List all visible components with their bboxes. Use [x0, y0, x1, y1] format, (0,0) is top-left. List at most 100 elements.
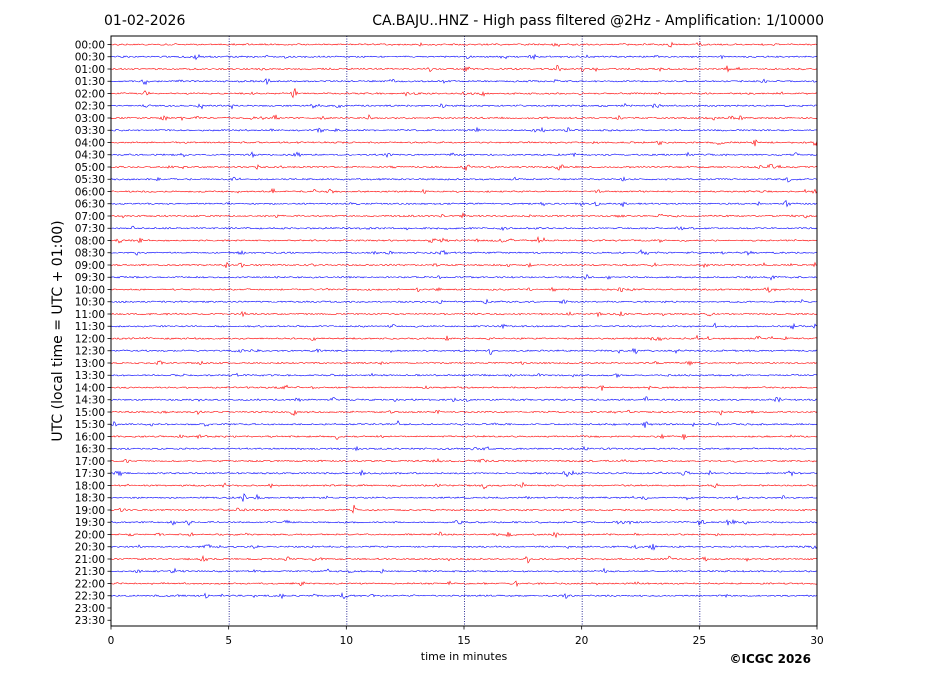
y-tick-label: 01:00	[75, 64, 105, 76]
y-tick-label: 09:00	[75, 260, 105, 272]
y-tick-label: 19:00	[75, 505, 105, 517]
y-tick-label: 07:30	[75, 223, 105, 235]
trace-1630	[110, 445, 818, 452]
x-tick-label: 10	[340, 635, 353, 647]
trace-1500	[110, 409, 818, 417]
y-tick-label: 06:30	[75, 199, 105, 211]
y-tick-label: 12:30	[75, 346, 105, 358]
y-tick-label: 04:00	[75, 137, 105, 149]
trace-1800	[110, 481, 818, 490]
time-gridlines	[228, 36, 701, 626]
y-tick-label: 02:00	[75, 88, 105, 100]
y-tick-label: 00:30	[75, 52, 105, 64]
header-title: CA.BAJU..HNZ - High pass filtered @2Hz -…	[372, 13, 824, 29]
x-tick-label: 5	[225, 635, 232, 647]
trace-1830	[110, 493, 818, 502]
y-tick-label: 07:00	[75, 211, 105, 223]
y-tick-label: 11:00	[75, 309, 105, 321]
y-tick-label: 14:00	[75, 382, 105, 394]
trace-0100	[110, 64, 818, 73]
y-tick-label: 01:30	[75, 76, 105, 88]
y-tick-label: 16:00	[75, 431, 105, 443]
trace-0230	[110, 103, 818, 110]
trace-1000	[110, 286, 818, 293]
y-tick-label: 00:00	[75, 39, 105, 51]
y-tick-label: 23:30	[75, 615, 105, 627]
x-tick-label: 0	[108, 635, 115, 647]
trace-0700	[110, 212, 818, 219]
trace-1130	[110, 322, 818, 330]
y-tick-label: 03:30	[75, 125, 105, 137]
y-tick-label: 20:30	[75, 542, 105, 554]
trace-1900	[110, 504, 818, 514]
y-tick-label: 22:00	[75, 578, 105, 590]
x-axis-ticks: 0 5 10 15 20 25 30	[108, 626, 824, 647]
trace-0530	[110, 176, 818, 183]
trace-1330	[110, 372, 818, 379]
y-tick-label: 08:30	[75, 248, 105, 260]
y-tick-label: 09:30	[75, 272, 105, 284]
trace-1730	[110, 469, 818, 478]
y-tick-label: 15:00	[75, 407, 105, 419]
trace-0730	[110, 225, 818, 232]
y-tick-label: 05:30	[75, 174, 105, 186]
y-tick-label: 13:30	[75, 370, 105, 382]
y-tick-label: 21:00	[75, 554, 105, 566]
y-tick-label: 12:00	[75, 333, 105, 345]
trace-0430	[110, 151, 818, 159]
y-tick-label: 13:00	[75, 358, 105, 370]
y-tick-label: 05:00	[75, 162, 105, 174]
trace-0630	[110, 199, 818, 208]
trace-1700	[110, 457, 818, 464]
trace-2230	[110, 592, 818, 600]
y-tick-label: 19:30	[75, 517, 105, 529]
x-axis-label: time in minutes	[421, 650, 508, 663]
y-tick-label: 08:00	[75, 235, 105, 247]
trace-1430	[110, 396, 818, 403]
trace-1300	[110, 360, 818, 367]
trace-1200	[110, 334, 818, 342]
trace-0500	[110, 163, 818, 171]
y-tick-label: 06:00	[75, 186, 105, 198]
y-tick-label: 10:30	[75, 297, 105, 309]
trace-0030	[110, 53, 818, 61]
trace-0930	[110, 273, 818, 281]
y-tick-label: 18:00	[75, 480, 105, 492]
trace-0300	[110, 114, 818, 122]
copyright-label: ©ICGC 2026	[729, 652, 811, 666]
trace-2130	[110, 567, 818, 574]
y-tick-label: 10:00	[75, 284, 105, 296]
trace-1100	[110, 310, 818, 318]
seismic-traces	[110, 41, 818, 600]
y-tick-label: 23:00	[75, 603, 105, 615]
y-tick-label: 21:30	[75, 566, 105, 578]
trace-2200	[110, 580, 818, 588]
y-tick-label: 03:00	[75, 113, 105, 125]
trace-1600	[110, 433, 818, 441]
plot-frame	[110, 35, 818, 627]
y-tick-label: 02:30	[75, 101, 105, 113]
trace-1030	[110, 298, 818, 305]
trace-0400	[110, 139, 818, 147]
trace-0000	[110, 41, 818, 48]
trace-2100	[110, 555, 818, 564]
trace-1530	[110, 420, 818, 428]
y-tick-label: 14:30	[75, 395, 105, 407]
y-tick-label: 16:30	[75, 444, 105, 456]
y-tick-label: 20:00	[75, 529, 105, 541]
trace-0600	[110, 187, 818, 194]
trace-1230	[110, 347, 818, 355]
trace-2030	[110, 543, 818, 551]
trace-0200	[110, 88, 818, 99]
y-tick-label: 17:30	[75, 468, 105, 480]
x-tick-label: 25	[693, 635, 706, 647]
trace-0130	[110, 78, 818, 86]
y-axis-ticks: 00:0000:3001:0001:3002:0002:3003:0003:30…	[75, 39, 111, 627]
trace-2000	[110, 531, 818, 539]
y-axis-label: UTC (local time = UTC + 01:00)	[50, 220, 66, 441]
y-tick-label: 11:30	[75, 321, 105, 333]
trace-1400	[110, 384, 818, 391]
trace-0330	[110, 126, 818, 134]
